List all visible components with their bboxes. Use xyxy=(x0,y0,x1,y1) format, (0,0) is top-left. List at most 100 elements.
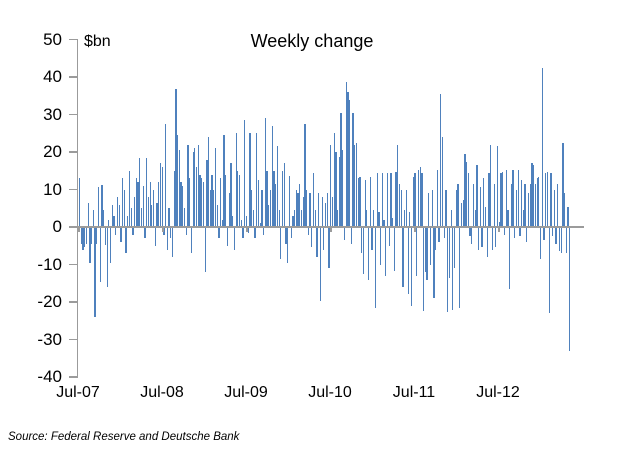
bar xyxy=(199,174,201,227)
bar xyxy=(510,183,512,227)
bar xyxy=(400,189,402,227)
bar xyxy=(299,183,301,227)
bar xyxy=(460,203,463,227)
bar xyxy=(147,197,150,227)
bar xyxy=(479,186,481,227)
bar xyxy=(300,210,303,227)
y-tick-label: 20 xyxy=(43,142,62,161)
bar xyxy=(166,227,168,250)
bar xyxy=(333,133,335,227)
y-tick-label: -30 xyxy=(37,329,62,349)
bar xyxy=(208,137,210,227)
x-tick-mark xyxy=(78,228,80,232)
y-tick-mark xyxy=(69,376,77,378)
bar xyxy=(412,176,414,227)
bar xyxy=(311,227,313,248)
x-tick-label: Jul-08 xyxy=(140,384,184,401)
bar xyxy=(232,215,234,227)
bar xyxy=(85,227,88,244)
y-tick-label: 50 xyxy=(43,29,62,49)
bar xyxy=(120,227,122,242)
bar xyxy=(273,170,275,227)
bar xyxy=(149,182,151,227)
bar xyxy=(159,163,162,227)
bar xyxy=(128,170,131,227)
bar xyxy=(417,170,420,227)
bar xyxy=(331,197,334,227)
bar xyxy=(209,189,211,227)
bar xyxy=(288,176,291,227)
y-tick-label: 10 xyxy=(43,179,62,199)
bar xyxy=(249,133,251,227)
bar xyxy=(142,185,144,227)
bar xyxy=(183,208,186,227)
bar xyxy=(440,93,442,227)
bar xyxy=(421,173,423,227)
bar xyxy=(410,227,413,306)
bar xyxy=(352,113,354,227)
bar xyxy=(515,189,518,227)
y-tick-mark xyxy=(69,76,77,78)
bar xyxy=(512,170,514,227)
bar xyxy=(290,227,292,239)
bar xyxy=(97,186,100,227)
bar xyxy=(165,123,167,227)
bar xyxy=(340,113,342,227)
bar xyxy=(474,210,476,227)
bar xyxy=(240,219,242,227)
bar xyxy=(483,178,485,227)
bar xyxy=(464,153,466,227)
bar xyxy=(137,182,139,227)
bar xyxy=(378,212,380,227)
y-tick-label: 40 xyxy=(43,67,62,86)
bar xyxy=(146,157,148,227)
bar xyxy=(82,227,84,250)
x-tick-label: Jul-07 xyxy=(56,384,100,401)
bar xyxy=(435,227,437,250)
bar xyxy=(283,163,285,227)
y-tick-mark xyxy=(69,338,77,341)
bar xyxy=(321,197,323,227)
bar xyxy=(275,183,277,227)
bar xyxy=(256,133,258,227)
bar xyxy=(433,227,435,299)
bar xyxy=(414,173,416,227)
bar xyxy=(486,227,488,257)
x-tick-label: Jul-10 xyxy=(308,384,352,401)
bar xyxy=(521,180,523,227)
bar xyxy=(307,227,309,235)
bar xyxy=(118,204,120,227)
bar xyxy=(156,203,158,227)
bar xyxy=(330,144,332,227)
bar xyxy=(173,170,175,227)
bar xyxy=(177,135,179,227)
bar xyxy=(314,210,316,227)
bar xyxy=(206,159,208,227)
bar xyxy=(388,227,390,246)
bar xyxy=(476,165,478,227)
bar xyxy=(216,204,218,227)
bar xyxy=(380,227,382,265)
bar xyxy=(350,227,352,244)
bar xyxy=(294,210,296,227)
bar xyxy=(424,227,426,272)
bar xyxy=(235,133,237,227)
bar xyxy=(280,227,282,259)
bar xyxy=(505,170,507,227)
bar xyxy=(245,215,248,227)
y-axis-line xyxy=(76,39,79,378)
bar xyxy=(101,185,103,227)
bar xyxy=(257,180,260,227)
bar xyxy=(195,167,198,227)
bar xyxy=(524,183,526,227)
bar xyxy=(462,200,464,227)
bar xyxy=(488,173,490,227)
bar xyxy=(171,227,174,257)
bar xyxy=(426,227,428,280)
bar xyxy=(204,227,206,272)
y-tick-label: -10 xyxy=(37,254,62,274)
bar xyxy=(135,178,137,227)
bar xyxy=(509,227,511,289)
bar xyxy=(416,227,418,276)
